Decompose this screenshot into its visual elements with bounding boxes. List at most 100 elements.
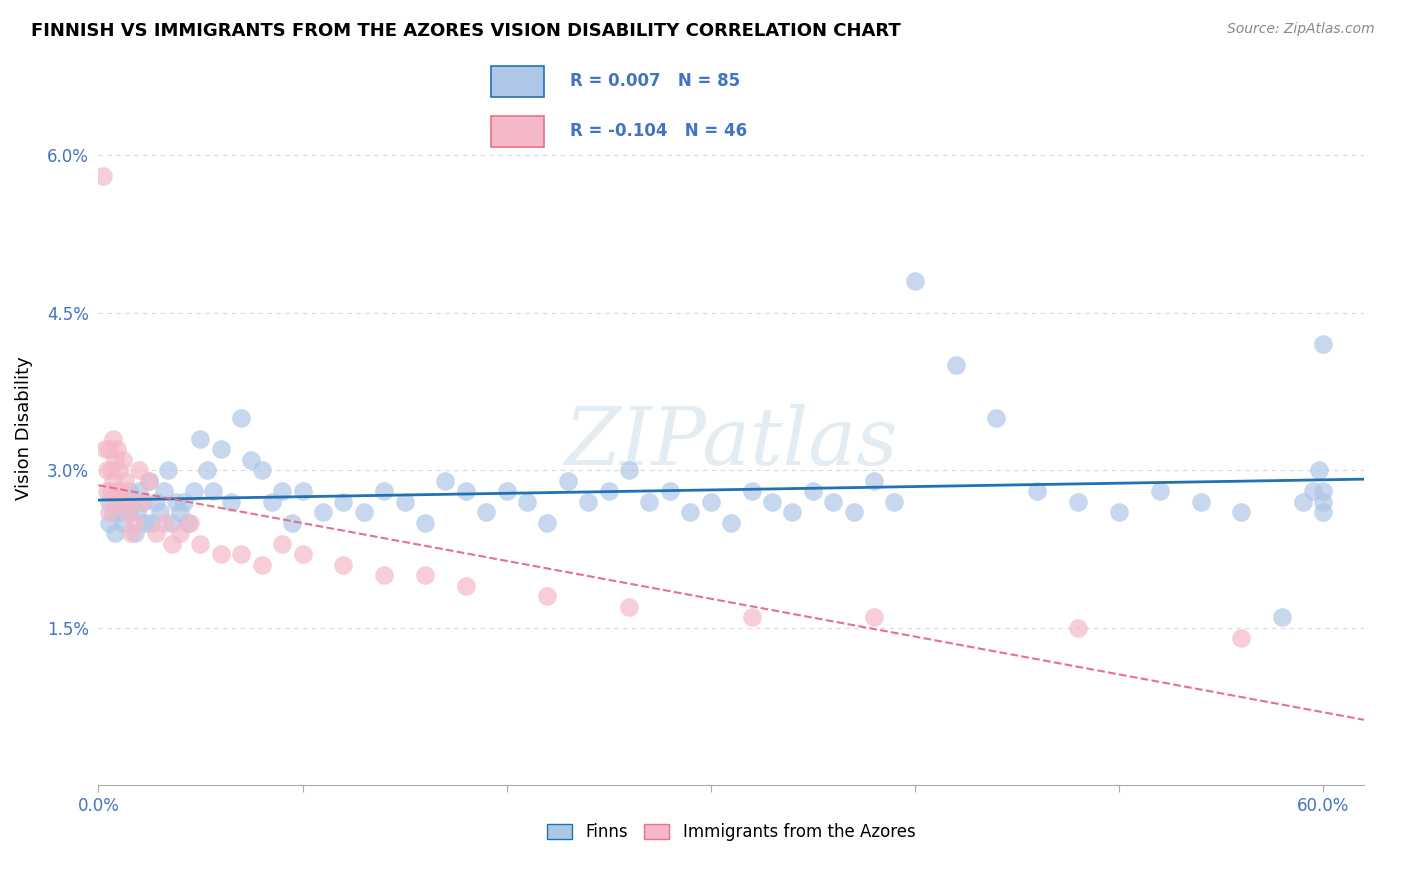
Point — [823, 494, 845, 508]
Point — [231, 547, 253, 561]
Point — [96, 484, 118, 499]
Point — [291, 547, 314, 561]
Point — [160, 536, 183, 550]
Point — [904, 274, 927, 288]
Point — [638, 494, 661, 508]
Point — [96, 463, 118, 477]
Point — [101, 474, 124, 488]
Point — [100, 484, 122, 499]
Point — [1230, 505, 1253, 519]
Point — [394, 494, 416, 508]
Point — [141, 516, 163, 530]
Point — [271, 536, 294, 550]
Point — [250, 558, 273, 572]
Point — [945, 358, 967, 372]
Point — [495, 484, 517, 499]
Point — [986, 410, 1008, 425]
Point — [454, 578, 477, 592]
Point — [576, 494, 599, 508]
Point — [114, 474, 136, 488]
Point — [1291, 494, 1313, 508]
Point — [173, 494, 195, 508]
Legend: Finns, Immigrants from the Azores: Finns, Immigrants from the Azores — [540, 817, 922, 848]
Point — [101, 432, 124, 446]
Point — [782, 505, 804, 519]
Point — [291, 484, 314, 499]
Point — [332, 494, 354, 508]
Point — [720, 516, 742, 530]
Point — [1271, 610, 1294, 624]
Point — [190, 432, 212, 446]
Point — [373, 568, 395, 582]
Point — [312, 505, 335, 519]
Point — [1312, 494, 1334, 508]
Point — [1312, 505, 1334, 519]
Point — [454, 484, 477, 499]
Point — [260, 494, 283, 508]
Point — [413, 516, 436, 530]
Point — [281, 516, 304, 530]
Point — [100, 463, 122, 477]
Point — [138, 474, 160, 488]
Point — [101, 505, 124, 519]
Point — [118, 484, 141, 499]
Point — [250, 463, 273, 477]
Point — [617, 599, 640, 614]
Point — [271, 484, 294, 499]
Point — [104, 452, 127, 467]
Point — [169, 505, 191, 519]
Point — [434, 474, 457, 488]
Point — [105, 484, 128, 499]
Point — [134, 516, 156, 530]
Point — [240, 452, 263, 467]
Point — [557, 474, 579, 488]
Point — [219, 494, 242, 508]
Point — [97, 505, 120, 519]
Point — [801, 484, 824, 499]
Point — [156, 463, 179, 477]
Point — [177, 516, 200, 530]
Point — [183, 484, 205, 499]
Point — [132, 494, 155, 508]
Point — [108, 484, 131, 499]
Point — [160, 516, 183, 530]
Point — [536, 516, 558, 530]
Point — [145, 494, 167, 508]
Point — [152, 484, 174, 499]
Point — [152, 516, 174, 530]
Point — [124, 526, 146, 541]
Point — [1189, 494, 1212, 508]
Point — [169, 526, 191, 541]
Text: FINNISH VS IMMIGRANTS FROM THE AZORES VISION DISABILITY CORRELATION CHART: FINNISH VS IMMIGRANTS FROM THE AZORES VI… — [31, 22, 901, 40]
Point — [373, 484, 395, 499]
Point — [1230, 631, 1253, 645]
Point — [201, 484, 224, 499]
Point — [115, 505, 138, 519]
Point — [741, 610, 763, 624]
Point — [1026, 484, 1049, 499]
Point — [195, 463, 218, 477]
Point — [413, 568, 436, 582]
Point — [617, 463, 640, 477]
Point — [353, 505, 375, 519]
Point — [516, 494, 538, 508]
Point — [93, 442, 115, 457]
Point — [149, 505, 172, 519]
Point — [111, 452, 134, 467]
Point — [883, 494, 905, 508]
Point — [190, 536, 212, 550]
Point — [679, 505, 702, 519]
Point — [114, 494, 136, 508]
Point — [1067, 494, 1090, 508]
Point — [104, 494, 127, 508]
Point — [127, 505, 149, 519]
Point — [231, 410, 253, 425]
Point — [128, 463, 150, 477]
Point — [97, 442, 120, 457]
Point — [104, 526, 127, 541]
Point — [118, 505, 141, 519]
Point — [699, 494, 721, 508]
Point — [332, 558, 354, 572]
Point — [1149, 484, 1171, 499]
Text: ZIPatlas: ZIPatlas — [564, 404, 898, 481]
